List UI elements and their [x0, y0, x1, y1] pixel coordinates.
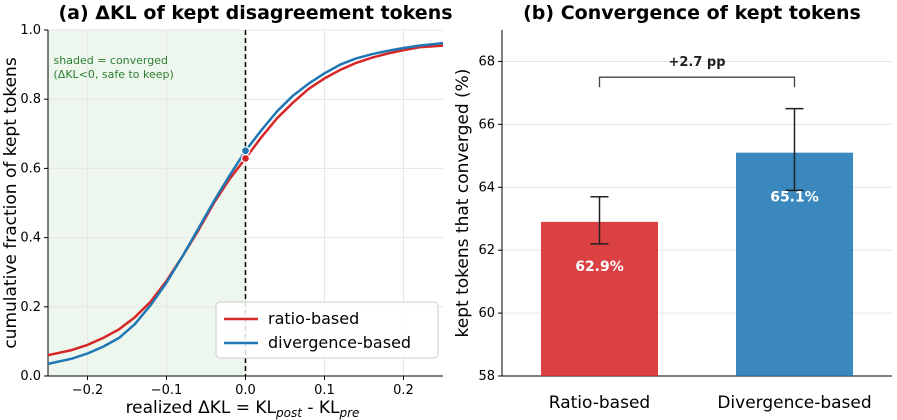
bracket-difference-label: +2.7 pp: [668, 55, 725, 70]
a-y-tick-label: 0.8: [20, 92, 41, 107]
b-y-tick-label: 64: [478, 180, 495, 195]
a-x-tick-label: −0.2: [72, 383, 104, 398]
bar-Ratio-based: [541, 221, 658, 376]
legend-label-ratio-based: ratio-based: [268, 309, 359, 328]
a-y-tick-label: 0.2: [20, 300, 41, 315]
b-chart-title: (b) Convergence of kept tokens: [523, 2, 861, 24]
b-x-category-label: Divergence-based: [717, 393, 871, 413]
a-x-tick-label: 0.0: [235, 383, 256, 398]
b-y-tick-label: 62: [478, 243, 495, 258]
shaded-annotation-line: shaded = converged: [54, 54, 168, 67]
zero-crossing-marker-divergence-based: [240, 146, 251, 156]
a-x-tick-label: −0.1: [151, 383, 183, 398]
a-y-tick-label: 0.6: [20, 161, 41, 176]
a-chart-title: (a) ΔKL of kept disagreement tokens: [58, 2, 452, 24]
shaded-annotation-line: (ΔKL<0, safe to keep): [54, 68, 174, 81]
a-y-tick-label: 0.4: [20, 231, 41, 246]
a-y-tick-label: 1.0: [20, 23, 41, 38]
bar-value-label: 65.1%: [770, 190, 819, 206]
significance-bracket: [598, 76, 796, 88]
a-y-tick-label: 0.0: [20, 369, 41, 384]
b-y-tick-label: 66: [478, 117, 495, 132]
bar-value-label: 62.9%: [575, 259, 624, 275]
a-x-tick-label: 0.2: [393, 383, 414, 398]
b-x-category-label: Ratio-based: [549, 393, 650, 413]
a-x-axis-label: realized ΔKL = KLpost - KLpre: [126, 398, 360, 420]
a-y-axis-label: cumulative fraction of kept tokens: [1, 57, 21, 349]
legend-box: [215, 301, 439, 359]
legend-label-divergence-based: divergence-based: [268, 333, 411, 352]
b-y-tick-label: 60: [478, 306, 495, 321]
b-y-tick-label: 58: [478, 369, 495, 384]
a-x-tick-label: 0.1: [314, 383, 335, 398]
b-y-tick-label: 68: [478, 54, 495, 69]
b-y-axis-label: kept tokens that converged (%): [453, 69, 473, 338]
zero-crossing-marker-ratio-based: [240, 153, 251, 163]
